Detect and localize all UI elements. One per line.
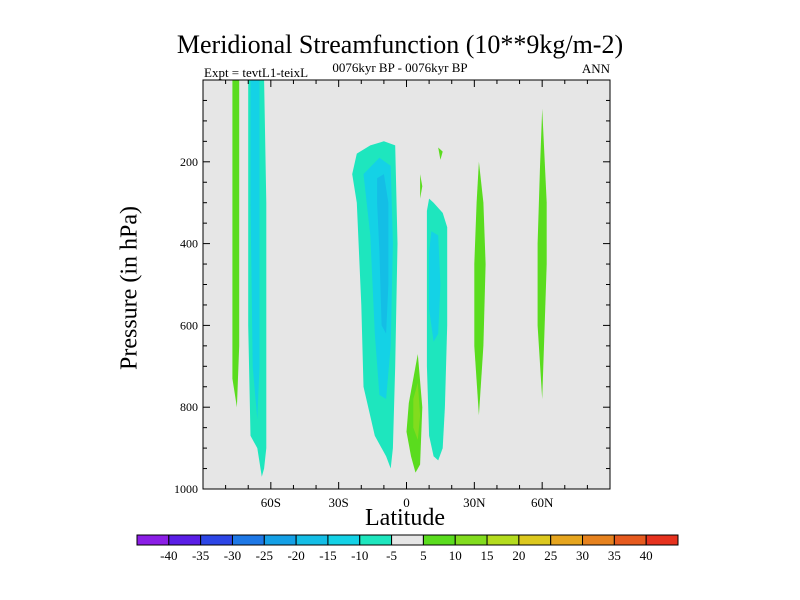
colorbar-box	[136, 534, 170, 546]
colorbar-label: 35	[608, 548, 621, 563]
contour-sh-polar-positive-cell	[232, 80, 240, 408]
colorbar-box	[582, 534, 615, 546]
contour-nh-midlat-positive-cell	[537, 108, 547, 399]
colorbar-label: 10	[449, 548, 462, 563]
y-tick-label: 600	[180, 318, 198, 332]
chart-subtitle: 0076kyr BP - 0076kyr BP	[332, 60, 468, 75]
y-tick-label: 400	[180, 237, 198, 251]
colorbar-label: -10	[351, 548, 368, 563]
colorbar-box	[454, 534, 488, 546]
colorbar-box	[200, 534, 233, 546]
x-axis-label: Latitude	[365, 505, 445, 531]
colorbar-label: -35	[192, 548, 209, 563]
x-tick-label: 30N	[463, 495, 486, 510]
colorbar-label: -40	[160, 548, 177, 563]
contour-equatorial-upper-positive-filament	[420, 174, 423, 199]
colorbar-box	[295, 534, 329, 546]
x-tick-label: 60S	[261, 495, 281, 510]
y-tick-label: 1000	[174, 482, 198, 496]
season-label: ANN	[581, 61, 610, 76]
y-tick-label: 800	[180, 400, 198, 414]
colorbar-label: -5	[386, 548, 397, 563]
contour-nh-upper-positive-filament	[438, 147, 443, 160]
contour-nh-subtropical-negative-cell-inner	[429, 231, 441, 342]
x-tick-label: 0	[403, 495, 410, 510]
x-tick-label: 30S	[329, 495, 349, 510]
contour-fills	[232, 80, 547, 477]
contour-nh-subtropical-positive-cell	[474, 161, 486, 416]
chart-title: Meridional Streamfunction (10**9kg/m-2)	[176, 30, 624, 59]
x-tick-label: 60N	[531, 495, 554, 510]
colorbar-label: 5	[420, 548, 427, 563]
colorbar-label: 40	[640, 548, 653, 563]
colorbar-box	[422, 534, 456, 546]
colorbar-box	[391, 534, 424, 546]
colorbar-box	[263, 534, 297, 546]
colorbar-box	[231, 534, 265, 546]
colorbar-label: 30	[576, 548, 589, 563]
colorbar-label: -15	[319, 548, 336, 563]
colorbar-box	[486, 534, 520, 546]
colorbar-label: -30	[224, 548, 241, 563]
colorbar-box	[518, 534, 552, 546]
colorbar-box	[550, 534, 584, 546]
experiment-label: Expt = tevtL1-teixL	[204, 65, 309, 80]
colorbar-box	[359, 534, 393, 546]
contour-equatorial-positive-cell-inner	[413, 382, 421, 440]
colorbar-label: 25	[544, 548, 557, 563]
colorbar-label: 20	[512, 548, 525, 563]
contour-sh-highlat-negative-cell-inner	[250, 80, 260, 420]
colorbar-label: -25	[256, 548, 273, 563]
colorbar-box	[168, 534, 202, 546]
colorbar-box	[613, 534, 647, 546]
y-tick-label: 200	[180, 155, 198, 169]
contour-tropical-negative-cell-inner	[377, 174, 389, 334]
colorbar-box	[645, 534, 679, 546]
colorbar-label: 15	[481, 548, 494, 563]
colorbar-label: -20	[287, 548, 304, 563]
colorbar-box	[327, 534, 361, 546]
